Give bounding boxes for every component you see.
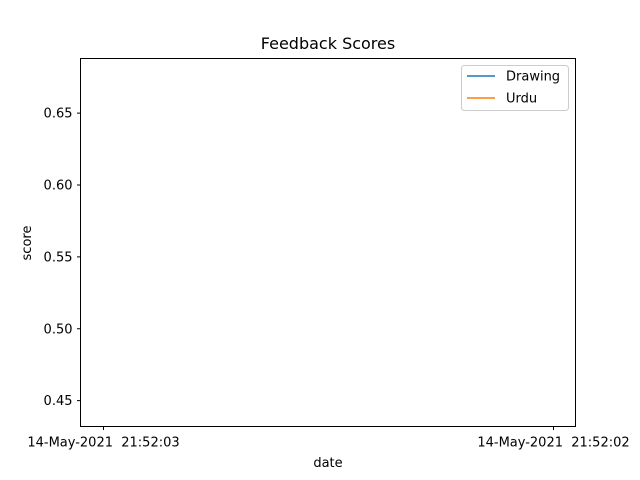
y-axis-ticks: 0.45 0.50 0.55 0.60 0.65	[44, 107, 81, 409]
x-axis-ticks: 14-May-2021 21:52:03 14-May-2021 21:52:02	[27, 426, 630, 451]
chart-title: Feedback Scores	[261, 34, 395, 53]
y-tick-label: 0.60	[44, 179, 73, 194]
y-tick-label: 0.55	[44, 250, 73, 265]
x-tick-label: 14-May-2021 21:52:02	[477, 436, 629, 451]
y-tick-label: 0.50	[44, 322, 73, 337]
legend-label: Urdu	[506, 92, 537, 107]
legend: Drawing Urdu	[461, 65, 569, 111]
x-tick-label: 14-May-2021 21:52:03	[27, 436, 179, 451]
y-axis-label: score	[20, 226, 35, 261]
x-axis-label: date	[313, 456, 342, 471]
y-tick-label: 0.65	[44, 107, 73, 122]
y-tick-label: 0.45	[44, 394, 73, 409]
plot-area-frame	[80, 58, 576, 427]
legend-label: Drawing	[506, 70, 560, 85]
